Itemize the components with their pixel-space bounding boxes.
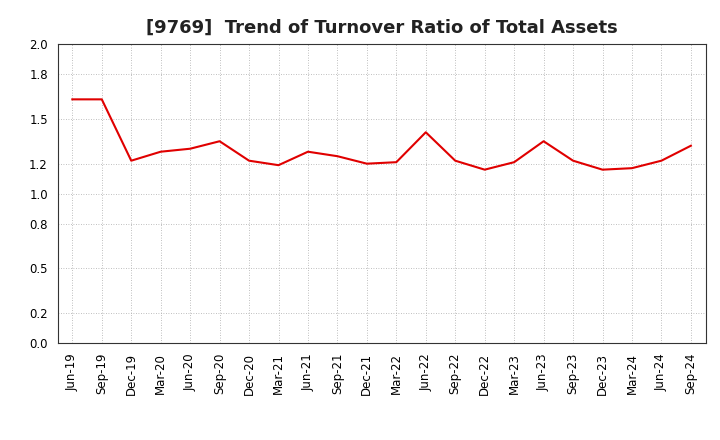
Title: [9769]  Trend of Turnover Ratio of Total Assets: [9769] Trend of Turnover Ratio of Total … xyxy=(145,19,618,37)
